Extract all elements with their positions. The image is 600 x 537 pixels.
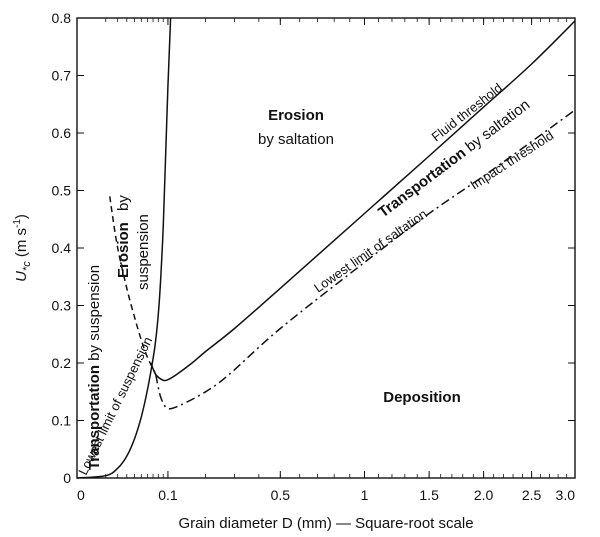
y-axis-title-symbol: U: [13, 271, 30, 282]
x-tick-label: 1: [361, 487, 369, 503]
curve-lowest-limit-of-suspension: [76, 17, 172, 479]
x-axis-title: Grain diameter D (mm) — Square-root scal…: [178, 515, 473, 532]
region-transport-suspension-rest: by suspension: [86, 265, 103, 365]
x-tick-label: 0.1: [158, 487, 178, 503]
x-tick-label: 2.0: [474, 487, 494, 503]
y-tick-label: 0.6: [52, 125, 72, 141]
x-tick-label: 0.5: [271, 487, 291, 503]
x-tick-label: 2.5: [522, 487, 542, 503]
y-axis-title-subscript: *c: [21, 261, 33, 271]
region-transport-suspension-bold: Transportation: [86, 365, 103, 470]
region-erosion-saltation-bold: Erosion: [268, 107, 324, 124]
y-tick-label: 0.5: [52, 183, 72, 199]
y-tick-label: 0.7: [52, 68, 72, 84]
region-erosion-suspension: suspension: [135, 214, 152, 290]
x-tick-label: 3.0: [556, 487, 576, 503]
x-tick-label: 1.5: [419, 487, 439, 503]
y-tick-label: 0.2: [52, 355, 72, 371]
y-tick-label: 0.3: [52, 298, 72, 314]
region-deposition: Deposition: [383, 389, 461, 406]
threshold-curves: [76, 17, 576, 479]
y-axis-title-units-sup: -1: [12, 219, 23, 228]
x-tick-label: 0: [77, 487, 85, 503]
y-axis-title-units-close: ): [13, 214, 30, 219]
y-axis-title: U*c (m s-1): [12, 214, 33, 282]
region-erosion-suspension-bold: Erosion: [115, 222, 132, 278]
y-tick-label: 0.4: [52, 240, 72, 256]
label-lowest-saltation: Lowest limit of saltation: [311, 206, 430, 295]
axis-ticks: [76, 17, 576, 479]
curve-fluid-threshold: [150, 20, 576, 382]
axis-tick-labels: 0 0.1 0.2 0.3 0.4 0.5 0.6 0.7 0.8 0 0.1 0.5 1 1.5 2.0 2…: [52, 10, 576, 503]
curve-suspension-boundary-dashed: [109, 196, 157, 375]
y-tick-label: 0.1: [52, 413, 72, 429]
region-erosion-saltation: by saltation: [258, 131, 334, 148]
region-transport-suspension: Transportation by suspension: [86, 265, 103, 470]
y-tick-label: 0: [63, 470, 71, 486]
region-erosion-suspension-by: by: [115, 195, 132, 211]
y-tick-label: 0.8: [52, 10, 72, 26]
y-axis-title-units: (m s: [13, 228, 30, 261]
